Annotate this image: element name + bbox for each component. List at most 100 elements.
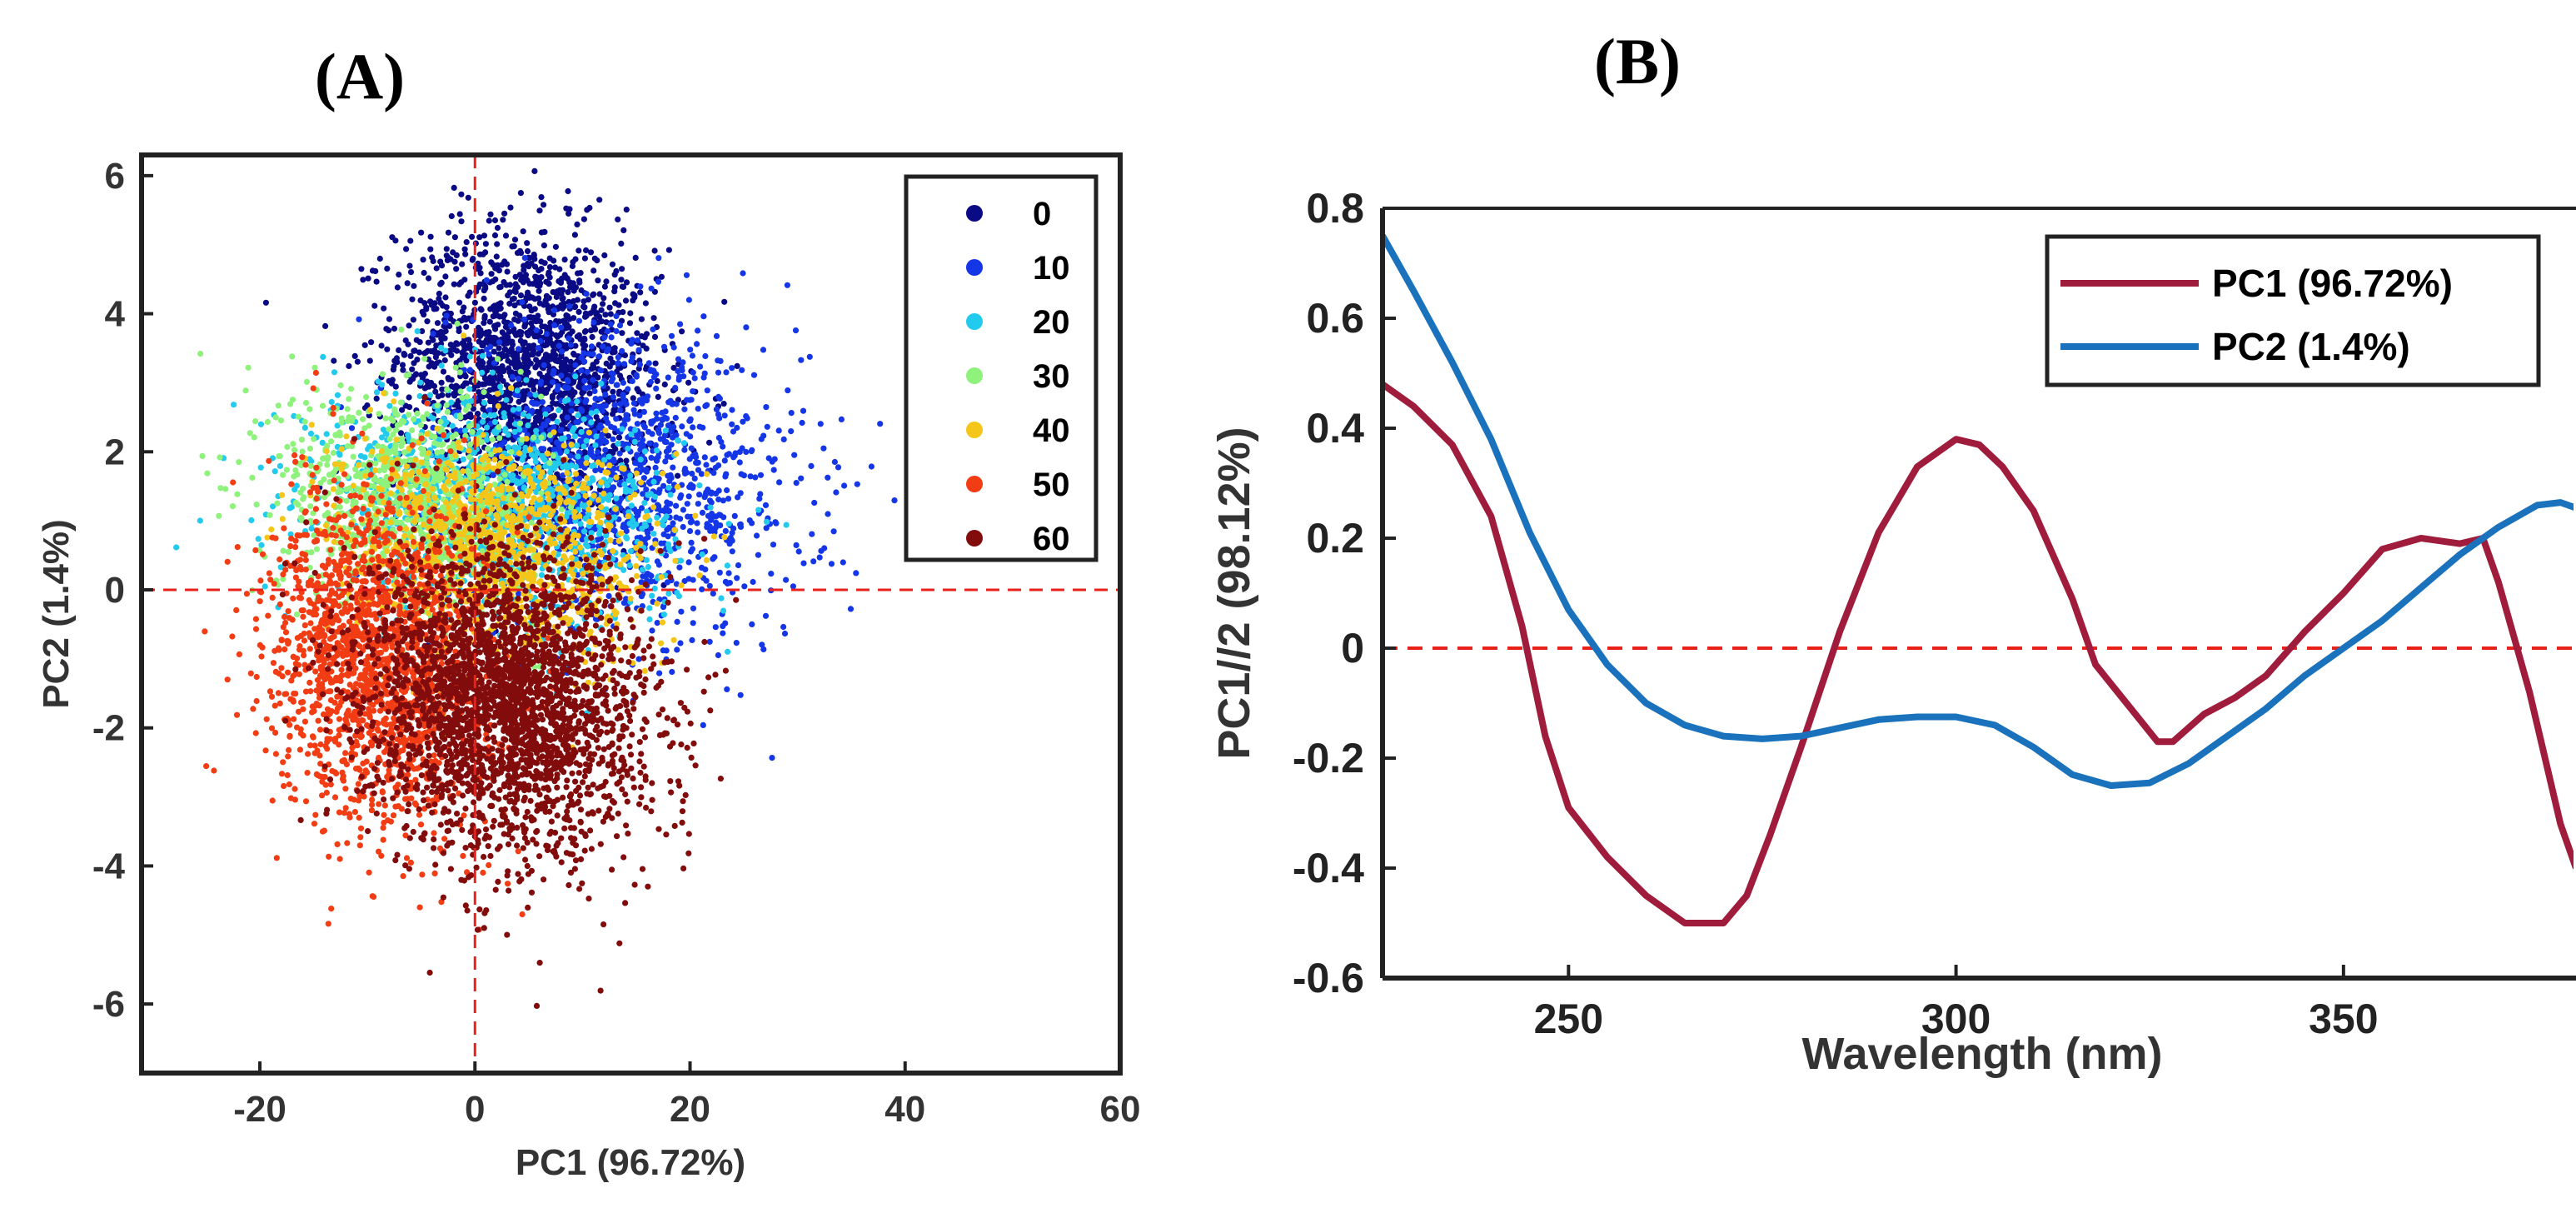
point bbox=[608, 378, 615, 385]
point bbox=[578, 287, 585, 294]
point bbox=[501, 332, 508, 338]
point bbox=[594, 257, 600, 264]
point bbox=[489, 369, 496, 376]
point bbox=[586, 204, 593, 212]
point bbox=[664, 453, 671, 460]
point bbox=[536, 287, 542, 294]
point bbox=[234, 491, 241, 497]
point bbox=[311, 364, 318, 371]
point bbox=[646, 605, 653, 611]
point bbox=[398, 327, 405, 333]
point bbox=[486, 393, 493, 401]
point bbox=[665, 484, 672, 492]
point bbox=[690, 388, 696, 395]
point bbox=[538, 274, 545, 281]
point bbox=[411, 282, 417, 289]
point bbox=[438, 471, 445, 477]
point bbox=[308, 549, 315, 556]
point bbox=[711, 554, 718, 561]
point bbox=[366, 422, 372, 429]
point bbox=[253, 502, 260, 508]
point bbox=[581, 337, 588, 343]
point bbox=[525, 422, 531, 429]
point bbox=[575, 453, 581, 460]
point bbox=[739, 367, 745, 373]
point bbox=[501, 413, 508, 421]
point bbox=[718, 595, 725, 602]
point bbox=[571, 232, 579, 238]
point bbox=[526, 281, 533, 287]
point bbox=[360, 277, 366, 283]
point bbox=[632, 254, 639, 261]
point bbox=[703, 577, 710, 584]
point bbox=[696, 492, 703, 498]
point bbox=[586, 390, 593, 397]
point bbox=[520, 411, 527, 417]
point bbox=[675, 472, 681, 479]
point bbox=[556, 342, 562, 349]
point bbox=[623, 412, 630, 418]
point bbox=[620, 227, 627, 233]
point bbox=[392, 237, 399, 244]
point bbox=[734, 575, 740, 582]
point bbox=[641, 448, 649, 455]
point bbox=[524, 247, 531, 255]
point bbox=[633, 143, 639, 149]
point bbox=[636, 412, 643, 419]
point bbox=[373, 389, 381, 396]
point bbox=[376, 411, 382, 417]
point bbox=[729, 407, 735, 413]
point bbox=[494, 241, 501, 247]
point bbox=[622, 297, 630, 304]
point bbox=[320, 353, 326, 360]
point bbox=[502, 427, 509, 434]
point bbox=[682, 470, 689, 477]
point bbox=[740, 270, 746, 277]
point bbox=[550, 400, 556, 407]
point bbox=[411, 360, 417, 367]
point bbox=[575, 572, 581, 578]
point bbox=[680, 440, 688, 447]
point bbox=[546, 255, 553, 262]
point bbox=[516, 420, 524, 427]
point bbox=[800, 407, 807, 414]
point bbox=[635, 347, 642, 353]
point bbox=[598, 380, 605, 387]
point bbox=[589, 475, 595, 482]
point bbox=[641, 334, 648, 341]
point bbox=[440, 368, 447, 375]
point bbox=[459, 394, 466, 402]
point bbox=[721, 412, 728, 419]
point bbox=[670, 520, 676, 527]
point bbox=[456, 369, 463, 376]
point bbox=[828, 561, 835, 567]
point bbox=[493, 430, 500, 437]
point bbox=[590, 307, 597, 314]
point bbox=[538, 434, 545, 441]
point bbox=[365, 275, 371, 282]
point bbox=[536, 282, 543, 289]
point bbox=[552, 243, 560, 250]
point bbox=[424, 378, 431, 385]
point bbox=[410, 416, 417, 422]
point bbox=[449, 422, 456, 429]
point bbox=[431, 349, 438, 356]
point bbox=[600, 301, 606, 307]
point bbox=[501, 210, 508, 217]
point bbox=[420, 374, 426, 381]
point bbox=[724, 452, 730, 458]
point bbox=[649, 431, 655, 437]
point bbox=[650, 326, 656, 332]
point bbox=[584, 368, 590, 376]
point bbox=[685, 379, 692, 386]
point bbox=[486, 338, 494, 345]
point bbox=[531, 167, 538, 174]
point bbox=[466, 337, 472, 343]
point bbox=[733, 640, 740, 646]
point bbox=[615, 361, 621, 367]
point bbox=[533, 327, 540, 333]
point bbox=[541, 260, 548, 267]
point bbox=[708, 490, 715, 497]
point bbox=[652, 360, 659, 367]
point bbox=[572, 303, 579, 310]
